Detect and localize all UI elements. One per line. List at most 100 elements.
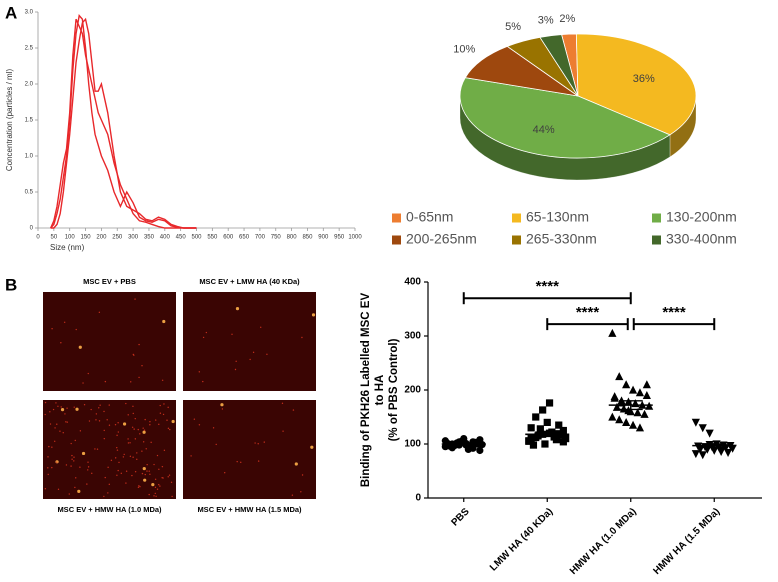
fluorescence-spot — [59, 430, 61, 432]
fluorescence-spot — [158, 468, 160, 470]
fluorescence-spot — [142, 441, 145, 443]
fluorescence-spot — [120, 472, 123, 475]
fluorescence-spot — [71, 458, 73, 460]
fluorescence-spot — [249, 358, 251, 361]
fluorescence-spot — [44, 413, 46, 416]
fluorescence-spot — [231, 333, 233, 335]
y-tick-label: 3.0 — [25, 10, 34, 16]
fluorescence-spot — [56, 423, 58, 425]
x-tick-label: 50 — [51, 235, 58, 241]
fluorescence-spot — [257, 443, 259, 445]
fluorescence-spot — [90, 408, 92, 411]
fluorescence-spot — [127, 414, 129, 416]
fluorescence-spot — [150, 441, 152, 444]
pie-value-label: 5% — [505, 21, 521, 33]
fluorescence-spot — [129, 455, 132, 458]
fluorescence-spot — [114, 457, 117, 459]
fluorescence-spot — [146, 470, 148, 472]
image-caption: MSC EV + PBS — [83, 277, 136, 286]
data-point — [536, 425, 544, 433]
legend-label: 130-200nm — [666, 209, 737, 225]
data-point — [728, 444, 737, 453]
data-point — [444, 442, 452, 450]
fluorescence-spot — [75, 477, 77, 479]
fluorescence-spot — [153, 495, 155, 497]
fluorescence-spot — [103, 429, 105, 432]
y-axis-label: (% of PBS Control) — [388, 338, 400, 441]
fluorescence-spot — [110, 459, 113, 462]
fluorescence-spot — [266, 353, 268, 355]
fluorescence-spot — [132, 456, 134, 458]
fluorescence-spot — [49, 411, 51, 413]
fluorescence-spot — [163, 449, 166, 452]
fluorescence-spot — [87, 466, 90, 468]
fluorescence-spot — [55, 402, 57, 404]
fluorescence-spot — [292, 409, 295, 411]
significance-label: **** — [576, 304, 600, 321]
fluorescence-spot — [156, 454, 159, 457]
fluorescence-spot — [168, 474, 171, 476]
x-tick-label: 100 — [65, 235, 76, 241]
x-tick-label: 300 — [128, 235, 139, 241]
fluorescence-spot — [106, 419, 108, 421]
panel-label: A — [5, 3, 17, 22]
fluorescence-spot — [95, 419, 97, 421]
fluorescence-spot — [154, 492, 156, 495]
x-tick-label: 450 — [176, 235, 187, 241]
fluorescence-spot — [234, 368, 237, 371]
fluorescence-spot — [202, 336, 205, 339]
legend-swatch — [392, 213, 401, 223]
size-distribution-line — [50, 18, 197, 229]
fluorescence-spot — [127, 442, 130, 444]
data-point — [559, 438, 567, 446]
fluorescence-spot — [66, 421, 69, 423]
fluorescence-spot — [47, 473, 49, 476]
data-point — [610, 392, 619, 401]
data-point — [698, 424, 707, 433]
x-tick-label: 400 — [160, 235, 171, 241]
data-point — [559, 426, 567, 435]
fluorescence-spot — [291, 494, 294, 496]
fluorescence-spot — [148, 493, 150, 496]
fluorescence-spot — [86, 483, 88, 485]
fluorescence-spot — [98, 420, 101, 422]
fluorescence-spot — [103, 437, 106, 440]
fluorescence-spot — [83, 403, 86, 406]
fluorescence-spot — [127, 438, 129, 440]
image-caption: MSC EV + HMW HA (1.0 MDa) — [57, 505, 162, 514]
legend-swatch — [512, 213, 521, 223]
fluorescence-spot — [158, 423, 160, 426]
fluorescence-spot — [224, 472, 226, 474]
data-point — [642, 391, 651, 399]
legend-label: 0-65nm — [406, 209, 453, 225]
fluorescence-spot — [162, 319, 166, 324]
fluorescence-spot — [281, 402, 284, 405]
fluorescence-spot — [66, 407, 68, 409]
fluorescence-spot — [44, 401, 47, 404]
legend-label: 330-400nm — [666, 231, 737, 247]
fluorescence-spot — [143, 478, 147, 482]
legend-label: 265-330nm — [526, 231, 597, 247]
pie-value-label: 3% — [538, 15, 554, 27]
fluorescence-spot — [98, 407, 100, 409]
fluorescence-spot — [154, 486, 157, 489]
fluorescence-spot — [144, 418, 146, 421]
x-axis-label: Size (nm) — [50, 243, 85, 252]
fluorescence-spot — [220, 403, 224, 407]
fluorescence-spot — [136, 452, 138, 454]
data-point — [628, 385, 638, 394]
fluorescence-spot — [87, 372, 89, 375]
fluorescence-spot — [254, 442, 256, 444]
fluorescence-spot — [47, 456, 49, 458]
fluorescence-spot — [159, 412, 162, 414]
fluorescence-spot — [60, 406, 62, 408]
legend-label: 200-265nm — [406, 231, 477, 247]
fluorescence-spot — [215, 443, 217, 446]
x-tick-label: HMW HA (1.0 MDa) — [568, 506, 639, 577]
x-tick-label: 150 — [81, 235, 92, 241]
fluorescence-spot — [65, 464, 68, 466]
fluorescence-spot — [51, 328, 53, 330]
fluorescence-spot — [235, 360, 237, 362]
fluorescence-spot — [74, 486, 76, 489]
fluorescence-spot — [260, 326, 262, 329]
